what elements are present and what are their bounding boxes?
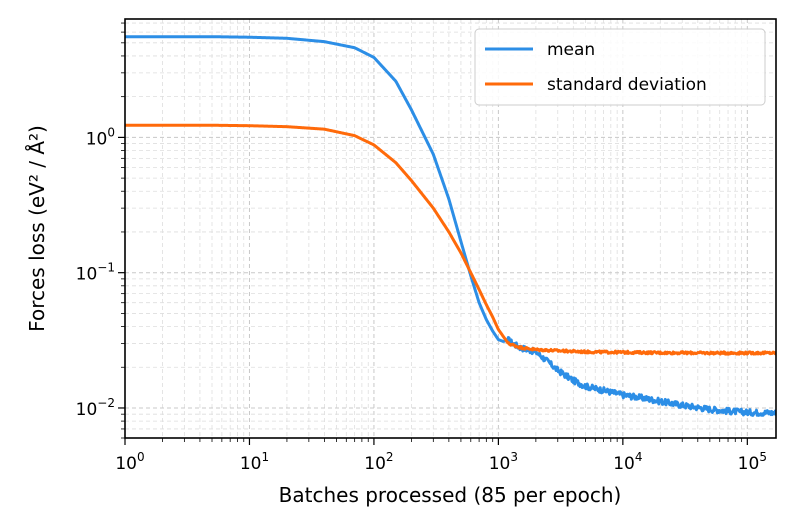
x-tick-label: 101 bbox=[240, 450, 269, 474]
x-axis-label: Batches processed (85 per epoch) bbox=[279, 483, 622, 507]
y-tick-label: 10−1 bbox=[76, 261, 115, 285]
series-line-standard-deviation bbox=[125, 123, 776, 356]
plot-frame bbox=[124, 18, 777, 439]
legend-label-standard-deviation: standard deviation bbox=[547, 75, 707, 95]
x-tick-label: 105 bbox=[738, 450, 767, 474]
legend-box bbox=[474, 28, 766, 106]
series-layer bbox=[125, 35, 776, 417]
x-tick-label: 103 bbox=[489, 450, 518, 474]
series-line-mean bbox=[125, 35, 776, 417]
y-axis-label: Forces loss (eV² / Å²) bbox=[25, 125, 49, 332]
x-tick-label: 102 bbox=[364, 450, 393, 474]
y-tick-label: 10−2 bbox=[76, 396, 115, 420]
legend: mean standard deviation bbox=[474, 28, 766, 106]
y-tick-label: 100 bbox=[86, 125, 115, 149]
ticks: 100 101 102 103 104 105 100 10−1 10−2 bbox=[76, 22, 767, 474]
legend-label-mean: mean bbox=[547, 40, 595, 60]
x-tick-label: 100 bbox=[115, 450, 144, 474]
x-tick-label: 104 bbox=[613, 450, 642, 474]
